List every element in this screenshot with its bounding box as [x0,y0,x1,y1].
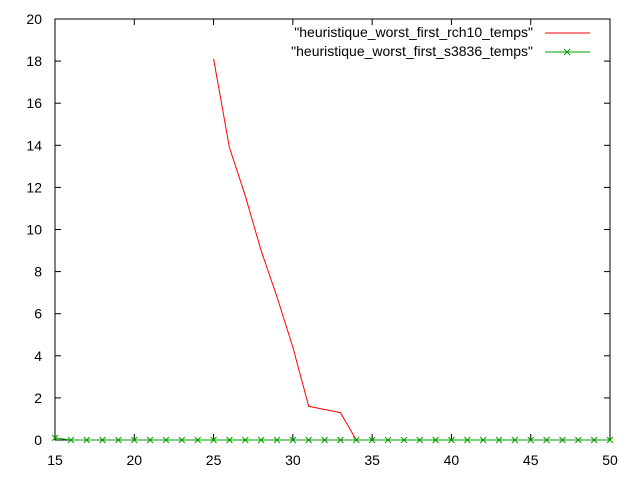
plot-border [54,18,611,441]
y-tick-label: 2 [34,390,42,406]
data-point [337,436,344,444]
x-tick-label: 45 [523,452,539,468]
data-point [352,436,360,444]
data-point [400,436,408,444]
axis-ticks: 15 20 25 30 35 40 45 50 0 2 4 6 8 10 12 14 16 18 20 [26,11,618,468]
series-line-1 [54,437,610,441]
data-point [590,436,598,444]
data-point [257,436,265,444]
y-tick-label: 8 [34,264,42,280]
data-point [432,436,439,444]
data-point [368,436,376,444]
y-tick-label: 14 [26,137,42,153]
data-point [559,436,566,444]
data-point [463,436,471,444]
x-tick-label: 20 [126,452,142,468]
y-tick-label: 12 [26,179,42,195]
data-point [479,436,487,444]
legend-entry-s3836-marker [563,48,571,56]
data-point [115,436,122,444]
data-point [162,436,170,444]
legend-entry-s3836-label: "heuristique_worst_first_s3836_temps" [291,43,533,59]
data-point [194,436,202,444]
data-point [511,436,519,444]
data-point [210,436,217,444]
x-tick-label: 15 [47,452,63,468]
y-tick-label: 6 [34,306,42,322]
y-tick-label: 4 [34,348,42,364]
data-point [67,436,75,444]
data-point [273,436,281,444]
plot-axes [54,18,611,441]
x-tick-label: 40 [444,452,460,468]
data-point [226,436,233,444]
data-point [130,436,138,444]
series-layer [51,58,614,444]
data-point [448,436,455,444]
y-tick-label: 16 [26,95,42,111]
data-point [527,436,535,444]
x-tick-label: 50 [602,452,618,468]
y-tick-label: 0 [34,432,42,448]
y-tick-label: 20 [26,11,42,27]
x-tick-label: 35 [364,452,380,468]
data-point [543,436,550,444]
legend: "heuristique_worst_first_rch10_temps" "h… [291,24,590,59]
data-point [99,436,106,444]
y-tick-label: 18 [26,53,42,69]
data-point [384,436,392,444]
data-point [83,436,91,444]
data-point [51,434,59,442]
series-line-0 [213,58,420,441]
x-tick-label: 30 [285,452,301,468]
data-point [574,436,582,444]
data-point [178,436,186,444]
y-tick-label: 10 [26,222,42,238]
data-point [289,436,297,444]
data-point [495,436,503,444]
legend-entry-rch10-label: "heuristique_worst_first_rch10_temps" [294,24,533,40]
x-tick-label: 25 [206,452,222,468]
data-point [606,436,614,444]
data-point [416,436,424,444]
data-point [146,436,154,444]
data-point [241,436,249,444]
data-point [305,436,313,444]
data-point [321,436,328,444]
